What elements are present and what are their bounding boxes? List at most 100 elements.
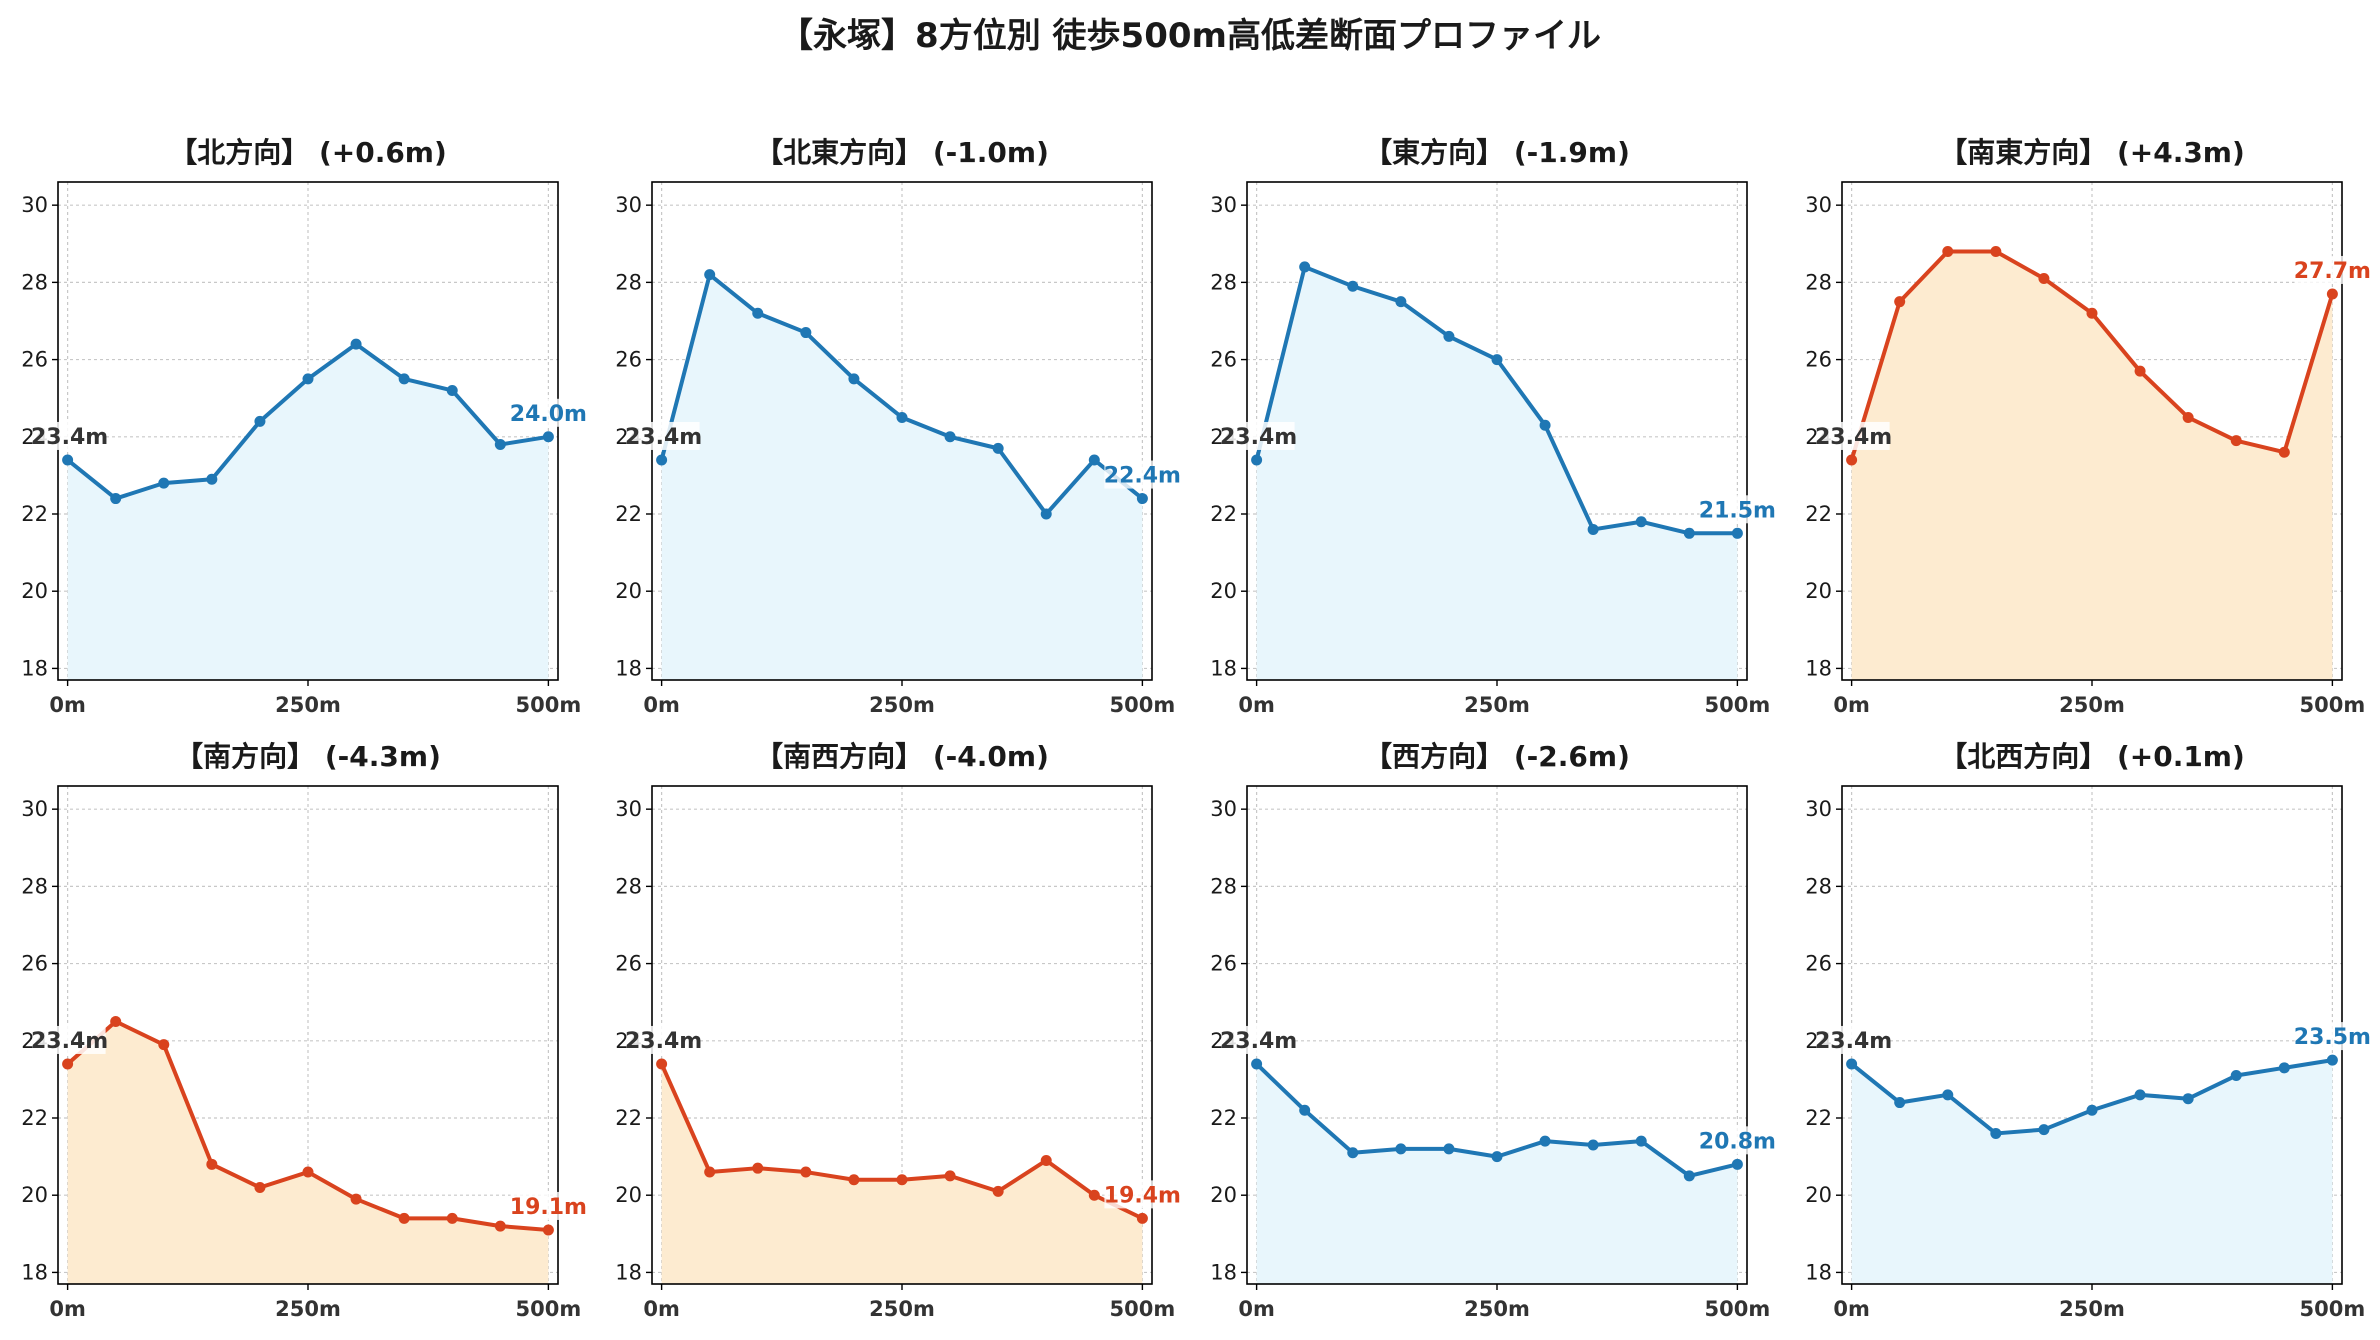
data-point: [1942, 245, 1954, 257]
x-tick-label: 250m: [869, 693, 935, 717]
end-label-box: [510, 398, 587, 427]
data-point: [704, 269, 716, 281]
y-tick-label: 26: [615, 952, 642, 976]
data-point: [2038, 1124, 2050, 1136]
end-label: 20.8m: [1699, 1129, 1776, 1154]
data-point: [62, 454, 74, 466]
data-point: [1894, 1097, 1906, 1109]
y-tick-label: 28: [21, 270, 48, 294]
elevation-area: [1256, 1063, 1738, 1284]
data-point: [1088, 1189, 1100, 1201]
start-label: 23.4m: [1220, 1029, 1297, 1054]
data-point: [1347, 1147, 1359, 1159]
subplot-title: 【南東方向】 (+4.3m): [1939, 136, 2245, 169]
subplot-title: 【北西方向】 (+0.1m): [1939, 740, 2245, 773]
x-tick-label: 250m: [2059, 1297, 2125, 1321]
x-tick-label: 500m: [2300, 1297, 2366, 1321]
data-point: [1846, 1058, 1858, 1070]
data-point: [656, 1058, 668, 1070]
x-tick-label: 0m: [1238, 693, 1275, 717]
x-tick-label: 500m: [1110, 1297, 1176, 1321]
y-tick-label: 20: [21, 1183, 48, 1207]
elevation-area: [67, 344, 549, 680]
subplot-title: 【北方向】 (+0.6m): [169, 136, 447, 169]
data-point: [2278, 1062, 2290, 1074]
data-point: [656, 454, 668, 466]
y-tick-label: 18: [21, 1260, 48, 1284]
start-label: 23.4m: [1220, 425, 1297, 450]
start-label: 23.4m: [1815, 425, 1892, 450]
data-point: [752, 1162, 764, 1174]
start-label: 23.4m: [31, 425, 108, 450]
start-label-box: [1817, 421, 1890, 450]
y-tick-label: 22: [615, 502, 642, 526]
end-label-box: [2294, 255, 2371, 284]
end-label-box: [1104, 460, 1181, 489]
data-point: [350, 1193, 362, 1205]
start-label: 23.4m: [31, 1029, 108, 1054]
y-tick-label: 28: [1805, 270, 1832, 294]
subplot-title: 【東方向】 (-1.9m): [1364, 136, 1630, 169]
data-point: [1491, 354, 1503, 366]
x-tick-label: 500m: [516, 693, 582, 717]
y-tick-label: 30: [1805, 193, 1832, 217]
y-tick-label: 26: [1805, 348, 1832, 372]
data-point: [1635, 516, 1647, 528]
end-label: 27.7m: [2294, 259, 2371, 284]
data-point: [800, 327, 812, 339]
y-tick-label: 20: [1210, 579, 1237, 603]
y-tick-label: 28: [615, 874, 642, 898]
y-tick-label: 18: [21, 656, 48, 680]
data-point: [1251, 454, 1263, 466]
elevation-area: [1256, 266, 1738, 680]
y-tick-label: 26: [21, 952, 48, 976]
x-tick-label: 0m: [1238, 1297, 1275, 1321]
y-tick-label: 26: [21, 348, 48, 372]
data-point: [944, 1170, 956, 1182]
y-tick-label: 26: [1210, 348, 1237, 372]
data-point: [1990, 1127, 2002, 1139]
y-tick-label: 30: [1210, 797, 1237, 821]
subplot-title: 【南西方向】 (-4.0m): [755, 740, 1049, 773]
y-tick-label: 28: [1210, 270, 1237, 294]
y-tick-label: 30: [21, 193, 48, 217]
data-point: [1136, 493, 1148, 505]
end-label: 21.5m: [1699, 498, 1776, 523]
data-point: [1040, 508, 1052, 520]
y-tick-label: 30: [21, 797, 48, 821]
data-point: [62, 1058, 74, 1070]
data-point: [1846, 454, 1858, 466]
end-label: 22.4m: [1104, 464, 1181, 489]
data-point: [1443, 1143, 1455, 1155]
subplot-title: 【北東方向】 (-1.0m): [755, 136, 1049, 169]
y-tick-label: 26: [615, 348, 642, 372]
start-label: 23.4m: [625, 1029, 702, 1054]
data-point: [398, 373, 410, 385]
end-label: 19.1m: [510, 1195, 587, 1220]
data-point: [2326, 288, 2338, 300]
data-point: [2230, 1070, 2242, 1082]
start-label-box: [1817, 1025, 1890, 1054]
y-tick-label: 22: [1210, 1106, 1237, 1130]
y-tick-label: 28: [615, 270, 642, 294]
data-point: [1587, 1139, 1599, 1151]
start-label: 23.4m: [1815, 1029, 1892, 1054]
data-point: [1299, 261, 1311, 273]
x-tick-label: 0m: [49, 693, 86, 717]
data-point: [1683, 527, 1695, 539]
y-tick-label: 22: [1805, 502, 1832, 526]
data-point: [1491, 1151, 1503, 1163]
data-point: [1347, 280, 1359, 292]
data-point: [1683, 1170, 1695, 1182]
y-tick-label: 22: [21, 502, 48, 526]
start-label-box: [33, 421, 106, 450]
data-point: [1395, 296, 1407, 308]
data-point: [752, 307, 764, 319]
data-point: [1395, 1143, 1407, 1155]
subplot-2: 【北東方向】 (-1.0m)182022242628300m250m500m23…: [615, 136, 1181, 717]
elevation-area: [1851, 251, 2333, 680]
x-tick-label: 250m: [275, 693, 341, 717]
data-point: [1088, 454, 1100, 466]
data-point: [2230, 435, 2242, 447]
y-tick-label: 20: [615, 1183, 642, 1207]
